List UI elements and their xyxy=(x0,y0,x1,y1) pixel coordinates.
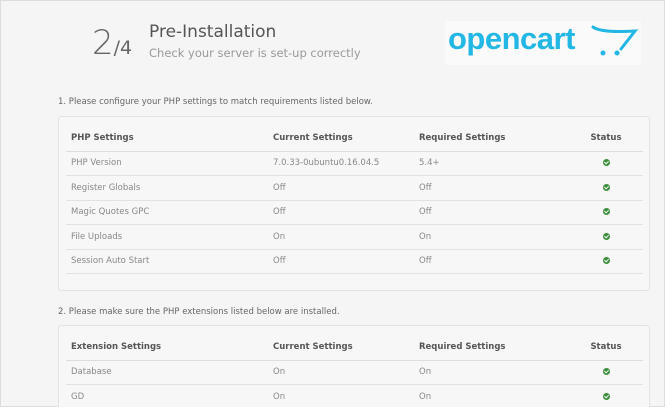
column-header: Required Settings xyxy=(419,120,569,152)
cart-icon xyxy=(591,25,639,56)
status-cell xyxy=(569,151,643,176)
table-header: Extension Settings Current Settings Requir… xyxy=(66,329,643,361)
php-settings-panel: PHP Settings Current Settings Required Set… xyxy=(58,116,650,291)
column-header: Status xyxy=(569,329,643,361)
required-setting: 5.4+ xyxy=(419,151,569,176)
required-setting: Off xyxy=(419,249,569,274)
column-header: Required Settings xyxy=(419,329,569,361)
setting-name: Magic Quotes GPC xyxy=(66,200,273,225)
setting-name: Register Globals xyxy=(66,175,273,201)
check-icon xyxy=(602,368,610,376)
check-icon xyxy=(602,159,610,167)
opencart-logo: opencart xyxy=(445,21,641,65)
current-setting: On xyxy=(273,224,419,250)
column-header: Status xyxy=(569,120,643,152)
status-cell xyxy=(569,360,643,385)
extension-settings-panel: Extension Settings Current Settings Requir… xyxy=(58,325,650,407)
page-subtitle: Check your server is set-up correctly xyxy=(149,46,361,60)
column-header: Current Settings xyxy=(273,120,419,152)
column-header: Current Settings xyxy=(273,329,419,361)
page-title: Pre-Installation xyxy=(149,22,277,42)
column-header: PHP Settings xyxy=(66,120,273,152)
required-setting: Off xyxy=(419,200,569,225)
required-setting: On xyxy=(419,224,569,250)
setting-name: Database xyxy=(66,360,273,385)
required-setting: Off xyxy=(419,175,569,201)
current-setting: On xyxy=(273,384,419,407)
current-setting: Off xyxy=(273,200,419,225)
check-icon xyxy=(602,232,610,240)
setting-name: Session Auto Start xyxy=(66,249,273,274)
status-cell xyxy=(569,249,643,274)
status-cell xyxy=(569,200,643,225)
column-header: Extension Settings xyxy=(66,329,273,361)
table-row: GD On On xyxy=(66,384,643,407)
required-setting: On xyxy=(419,384,569,407)
table-row: PHP Version 7.0.33-0ubuntu0.16.04.5 5.4+ xyxy=(66,151,643,176)
extension-settings-table: Extension Settings Current Settings Requir… xyxy=(66,329,643,407)
check-icon xyxy=(602,208,610,216)
current-setting: Off xyxy=(273,249,419,274)
current-setting: On xyxy=(273,360,419,385)
status-cell xyxy=(569,175,643,201)
current-setting: 7.0.33-0ubuntu0.16.04.5 xyxy=(273,151,419,176)
setting-name: PHP Version xyxy=(66,151,273,176)
setting-name: GD xyxy=(66,384,273,407)
check-icon xyxy=(602,183,610,191)
section2-instruction: 2. Please make sure the PHP extensions l… xyxy=(58,307,340,317)
table-row: Magic Quotes GPC Off Off xyxy=(66,200,643,225)
table-row: Register Globals Off Off xyxy=(66,175,643,201)
table-header: PHP Settings Current Settings Required Set… xyxy=(66,120,643,152)
status-cell xyxy=(569,384,643,407)
status-cell xyxy=(569,224,643,250)
step-indicator: 2/4 xyxy=(92,23,133,63)
table-row: File Uploads On On xyxy=(66,224,643,250)
check-icon xyxy=(602,392,610,400)
table-row: Session Auto Start Off Off xyxy=(66,249,643,274)
php-settings-table: PHP Settings Current Settings Required Set… xyxy=(66,120,643,274)
required-setting: On xyxy=(419,360,569,385)
setting-name: File Uploads xyxy=(66,224,273,250)
section1-instruction: 1. Please configure your PHP settings to… xyxy=(58,97,373,107)
table-row: Database On On xyxy=(66,360,643,385)
current-setting: Off xyxy=(273,175,419,201)
check-icon xyxy=(602,257,610,265)
